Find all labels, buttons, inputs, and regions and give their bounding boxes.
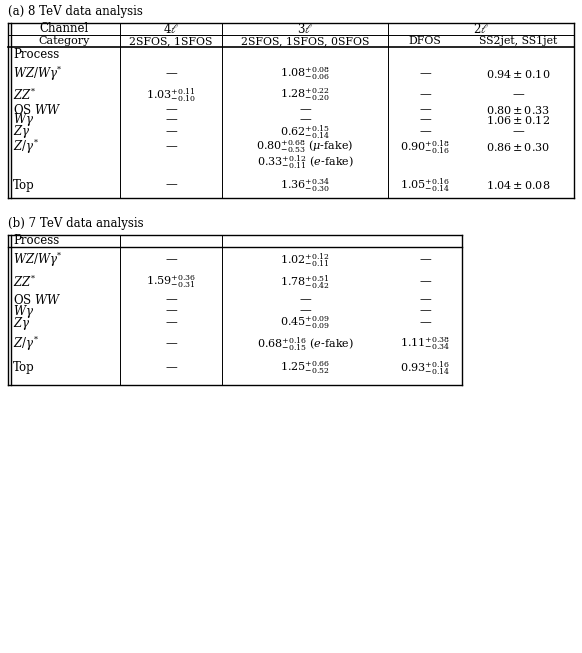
Text: Process: Process <box>13 48 59 61</box>
Text: $1.06 \pm 0.12$: $1.06 \pm 0.12$ <box>486 114 550 126</box>
Text: $0.93^{+0.16}_{-0.14}$: $0.93^{+0.16}_{-0.14}$ <box>400 359 450 377</box>
Text: $1.05^{+0.16}_{-0.14}$: $1.05^{+0.16}_{-0.14}$ <box>400 176 450 194</box>
Text: —: — <box>419 276 431 289</box>
Text: $1.36^{+0.34}_{-0.30}$: $1.36^{+0.34}_{-0.30}$ <box>280 176 330 194</box>
Text: SS2jet, SS1jet: SS2jet, SS1jet <box>479 36 557 46</box>
Text: $0.62^{+0.15}_{-0.14}$: $0.62^{+0.15}_{-0.14}$ <box>280 123 330 141</box>
Text: $2\ell$: $2\ell$ <box>473 22 489 36</box>
Text: $1.25^{+0.66}_{-0.52}$: $1.25^{+0.66}_{-0.52}$ <box>280 360 330 376</box>
Text: $Z/\gamma^{*}$: $Z/\gamma^{*}$ <box>13 334 39 353</box>
Text: DFOS: DFOS <box>409 36 441 46</box>
Text: —: — <box>165 103 177 116</box>
Text: $1.11^{+0.38}_{-0.34}$: $1.11^{+0.38}_{-0.34}$ <box>400 336 450 353</box>
Text: Top: Top <box>13 362 35 375</box>
Text: —: — <box>299 293 311 306</box>
Text: —: — <box>165 362 177 375</box>
Text: $WZ/W\gamma^{*}$: $WZ/W\gamma^{*}$ <box>13 251 63 270</box>
Text: —: — <box>165 317 177 330</box>
Text: $W\gamma$: $W\gamma$ <box>13 302 34 319</box>
Text: $4\ell$: $4\ell$ <box>163 22 179 36</box>
Text: —: — <box>419 125 431 138</box>
Text: —: — <box>299 103 311 116</box>
Text: $0.45^{+0.09}_{-0.09}$: $0.45^{+0.09}_{-0.09}$ <box>280 315 330 332</box>
Text: $0.90^{+0.18}_{-0.16}$: $0.90^{+0.18}_{-0.16}$ <box>400 138 450 156</box>
Text: $0.80 \pm 0.33$: $0.80 \pm 0.33$ <box>486 104 550 116</box>
Text: —: — <box>165 253 177 266</box>
Text: —: — <box>299 114 311 127</box>
Text: —: — <box>419 114 431 127</box>
Text: —: — <box>165 67 177 80</box>
Text: —: — <box>165 293 177 306</box>
Text: $0.68^{+0.16}_{-0.15}$ ($e$-fake): $0.68^{+0.16}_{-0.15}$ ($e$-fake) <box>257 335 353 353</box>
Text: Top: Top <box>13 178 35 191</box>
Text: $1.08^{+0.08}_{-0.06}$: $1.08^{+0.08}_{-0.06}$ <box>280 65 330 82</box>
Text: $1.78^{+0.51}_{-0.42}$: $1.78^{+0.51}_{-0.42}$ <box>280 273 330 291</box>
Text: Process: Process <box>13 234 59 247</box>
Text: $ZZ^{*}$: $ZZ^{*}$ <box>13 274 37 290</box>
Text: —: — <box>512 89 524 101</box>
Text: $WZ/W\gamma^{*}$: $WZ/W\gamma^{*}$ <box>13 65 63 84</box>
Text: —: — <box>419 293 431 306</box>
Text: —: — <box>165 114 177 127</box>
Text: 2SFOS, 1SFOS: 2SFOS, 1SFOS <box>129 36 212 46</box>
Text: —: — <box>165 125 177 138</box>
Text: $0.94 \pm 0.10$: $0.94 \pm 0.10$ <box>486 68 550 80</box>
Text: —: — <box>299 304 311 317</box>
Text: OS $WW$: OS $WW$ <box>13 293 61 307</box>
Text: $0.80^{+0.68}_{-0.53}$ ($\mu$-fake): $0.80^{+0.68}_{-0.53}$ ($\mu$-fake) <box>257 138 354 155</box>
Text: OS $WW$: OS $WW$ <box>13 103 61 117</box>
Text: Category: Category <box>38 36 90 46</box>
Text: $Z\gamma$: $Z\gamma$ <box>13 315 30 332</box>
Text: $Z/\gamma^{*}$: $Z/\gamma^{*}$ <box>13 138 39 157</box>
Text: $1.03^{+0.11}_{-0.10}$: $1.03^{+0.11}_{-0.10}$ <box>146 86 196 104</box>
Text: 2SFOS, 1SFOS, 0SFOS: 2SFOS, 1SFOS, 0SFOS <box>241 36 369 46</box>
Text: $1.59^{+0.36}_{-0.31}$: $1.59^{+0.36}_{-0.31}$ <box>146 274 196 291</box>
Text: $1.04 \pm 0.08$: $1.04 \pm 0.08$ <box>486 179 550 191</box>
Text: $0.33^{+0.12}_{-0.11}$ ($e$-fake): $0.33^{+0.12}_{-0.11}$ ($e$-fake) <box>257 153 353 171</box>
Text: —: — <box>419 103 431 116</box>
Text: (a) 8 TeV data analysis: (a) 8 TeV data analysis <box>8 5 143 18</box>
Text: —: — <box>165 338 177 351</box>
Text: $Z\gamma$: $Z\gamma$ <box>13 123 30 140</box>
Text: —: — <box>419 304 431 317</box>
Text: $W\gamma$: $W\gamma$ <box>13 112 34 129</box>
Text: —: — <box>419 89 431 101</box>
Text: —: — <box>165 140 177 153</box>
Text: —: — <box>419 253 431 266</box>
Text: —: — <box>165 178 177 191</box>
Text: (b) 7 TeV data analysis: (b) 7 TeV data analysis <box>8 217 144 229</box>
Text: —: — <box>419 67 431 80</box>
Text: $1.28^{+0.22}_{-0.20}$: $1.28^{+0.22}_{-0.20}$ <box>280 87 330 103</box>
Text: $1.02^{+0.12}_{-0.11}$: $1.02^{+0.12}_{-0.11}$ <box>280 251 330 269</box>
Text: $0.86 \pm 0.30$: $0.86 \pm 0.30$ <box>486 141 550 153</box>
Text: —: — <box>419 317 431 330</box>
Text: Channel: Channel <box>40 22 88 35</box>
Text: $3\ell$: $3\ell$ <box>297 22 313 36</box>
Text: $ZZ^{*}$: $ZZ^{*}$ <box>13 87 37 103</box>
Text: —: — <box>165 304 177 317</box>
Text: —: — <box>512 125 524 138</box>
